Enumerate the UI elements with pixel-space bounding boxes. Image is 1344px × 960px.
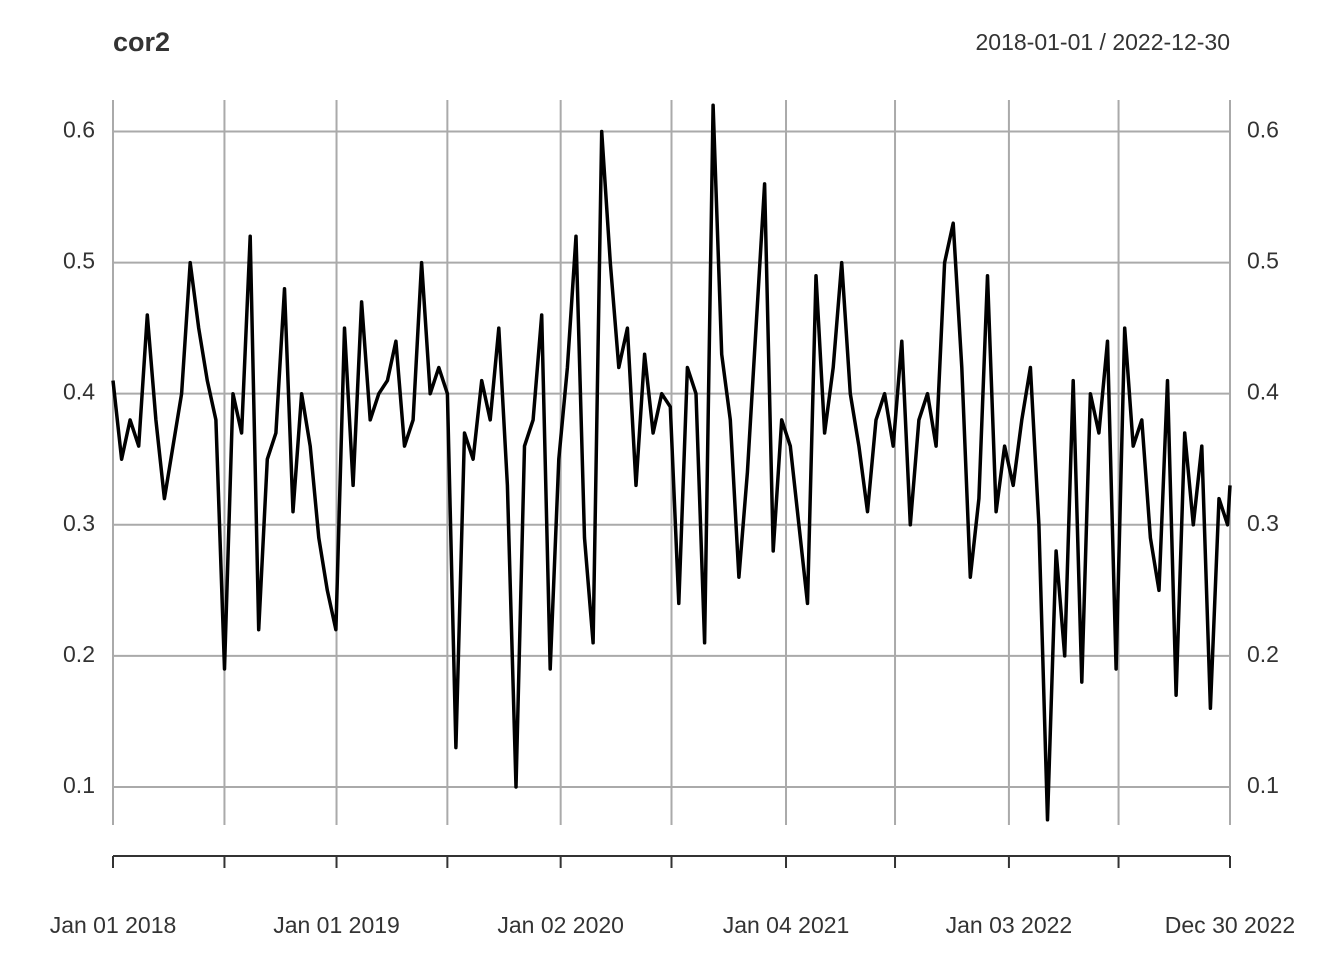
x-tick-label: Jan 01 2019 <box>273 912 400 938</box>
x-tick-label: Jan 01 2018 <box>50 912 177 938</box>
y-tick-label: 0.2 <box>63 641 95 667</box>
chart-title: cor2 <box>113 27 170 57</box>
y-tick-label: 0.1 <box>63 772 95 798</box>
x-tick-label: Jan 04 2021 <box>723 912 850 938</box>
y-tick-label: 0.6 <box>63 117 95 143</box>
x-tick-label: Dec 30 2022 <box>1165 912 1295 938</box>
y-tick-label: 0.5 <box>63 248 95 274</box>
y2-tick-label: 0.4 <box>1247 379 1279 405</box>
y2-tick-label: 0.3 <box>1247 510 1279 536</box>
series-line <box>111 103 1232 822</box>
y2-tick-label: 0.5 <box>1247 248 1279 274</box>
x-tick-label: Jan 03 2022 <box>946 912 1073 938</box>
y2-tick-label: 0.1 <box>1247 772 1279 798</box>
y-tick-label: 0.3 <box>63 510 95 536</box>
chart-subtitle: 2018-01-01 / 2022-12-30 <box>976 29 1230 55</box>
y2-tick-label: 0.6 <box>1247 117 1279 143</box>
x-tick-label: Jan 02 2020 <box>497 912 624 938</box>
y-tick-label: 0.4 <box>63 379 95 405</box>
y2-tick-label: 0.2 <box>1247 641 1279 667</box>
